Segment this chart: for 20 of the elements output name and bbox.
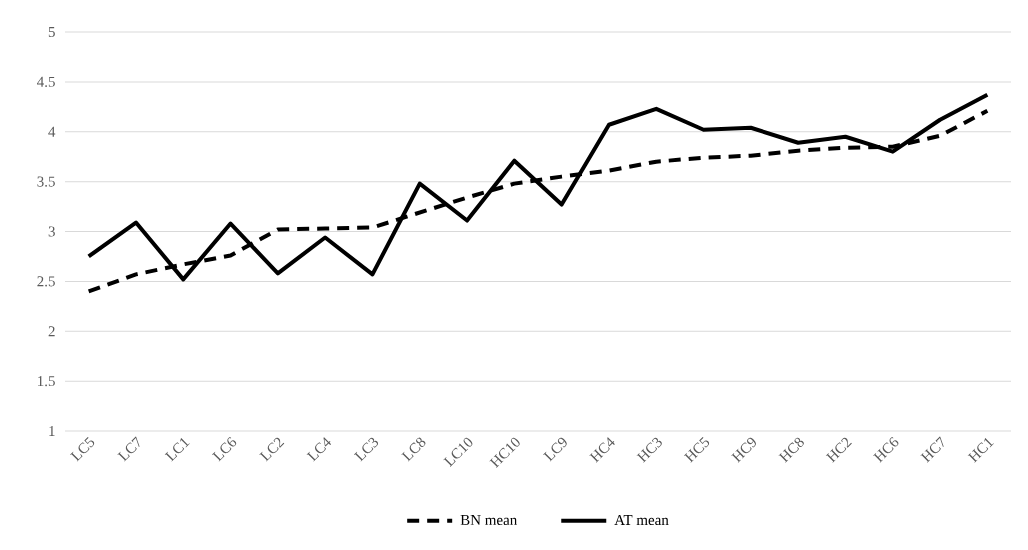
legend-label: BN mean xyxy=(460,515,518,525)
y-tick-label: 3.5 xyxy=(37,176,55,187)
x-tick-label: HC1 xyxy=(967,438,994,463)
x-tick-label: LC9 xyxy=(543,437,567,462)
x-tick-label: LC1 xyxy=(164,438,190,462)
y-tick-label: 2.5 xyxy=(37,276,55,287)
x-tick-label: LC4 xyxy=(306,437,332,462)
legend-label: AT mean xyxy=(614,515,669,526)
y-tick-label: 3 xyxy=(48,226,55,237)
y-tick-label: 1.5 xyxy=(38,376,55,387)
x-tick-label: LC8 xyxy=(401,437,426,462)
x-tick-label: LC3 xyxy=(353,437,378,462)
y-tick-label: 1 xyxy=(49,426,55,436)
y-tick-label: 5 xyxy=(48,27,55,37)
x-tick-label: LC5 xyxy=(70,437,95,462)
x-tick-label: LC6 xyxy=(212,436,237,462)
y-tick-label: 2 xyxy=(48,326,55,337)
y-tick-label: 4 xyxy=(48,126,56,137)
x-tick-label: LC2 xyxy=(259,437,285,462)
y-tick-label: 4.5 xyxy=(37,76,55,87)
